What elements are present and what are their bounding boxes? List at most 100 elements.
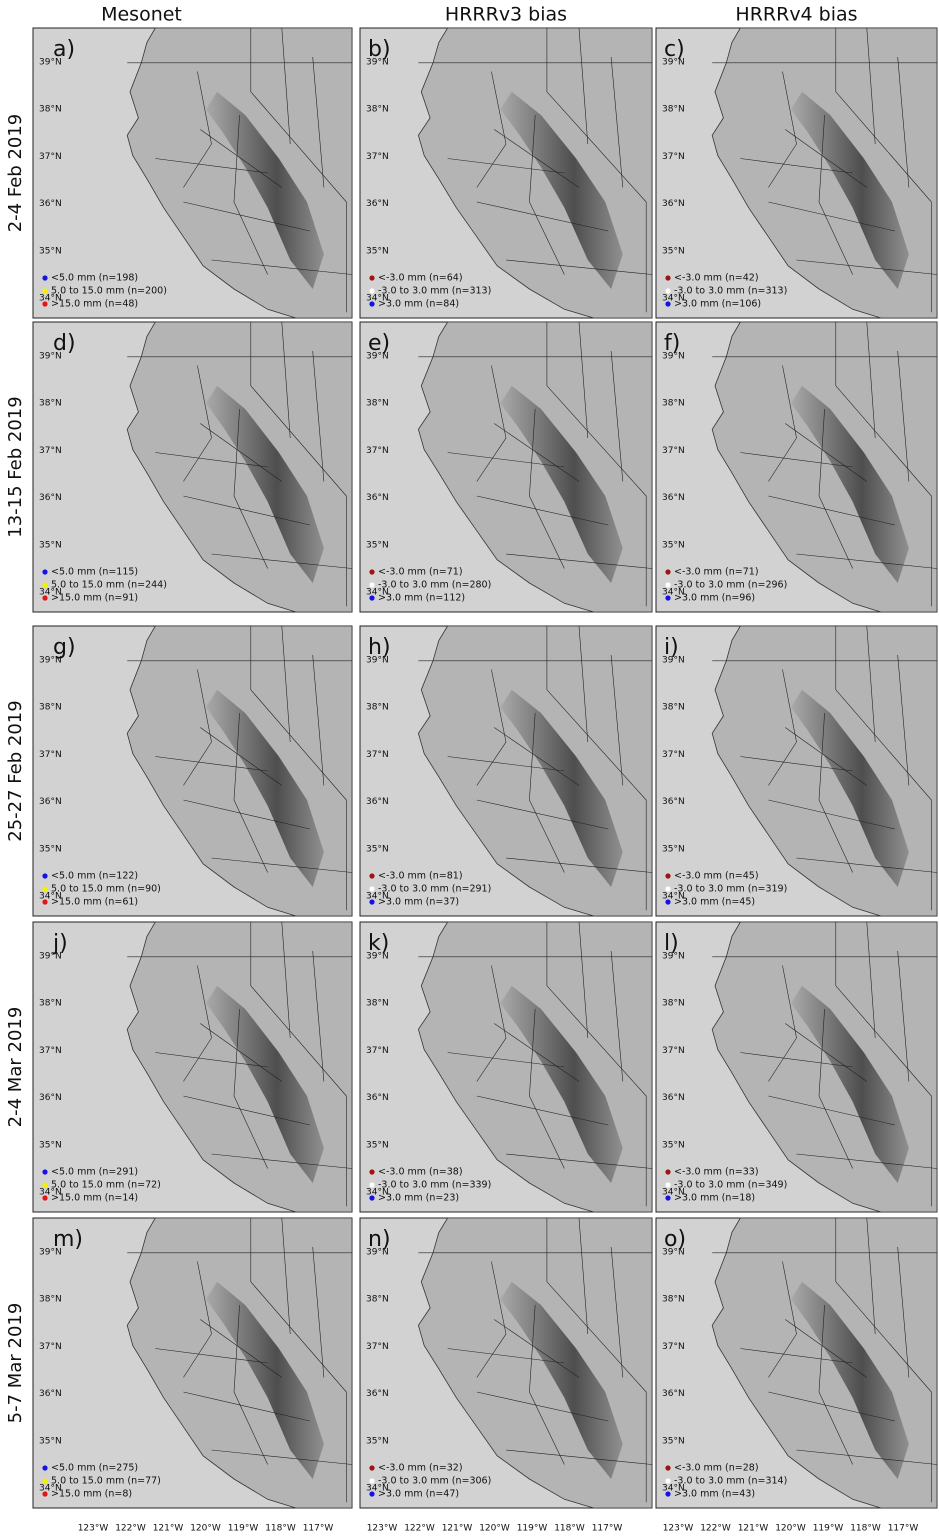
legend-marker [42, 275, 47, 280]
lat-tick-label: 36°N [662, 797, 685, 807]
legend-marker [369, 595, 374, 600]
column-title: HRRRv4 bias [735, 4, 857, 26]
panel-label: m) [53, 1227, 83, 1252]
legend-marker [42, 1195, 47, 1200]
legend-marker [665, 288, 670, 293]
lat-tick-label: 38°N [662, 703, 685, 713]
lat-tick-label: 36°N [366, 797, 389, 807]
lat-tick-label: 35°N [662, 1436, 685, 1446]
lon-tick-label: 122°W [700, 1524, 731, 1534]
legend-marker [665, 569, 670, 574]
legend-label: >3.0 mm (n=47) [378, 1489, 459, 1500]
legend-marker [42, 873, 47, 878]
lon-tick-label: 121°W [442, 1524, 473, 1534]
lat-tick-label: 38°N [662, 399, 685, 409]
legend-marker [42, 886, 47, 891]
legend-label: >15.0 mm (n=8) [51, 1489, 132, 1500]
legend-label: <-3.0 mm (n=28) [674, 1463, 759, 1474]
legend-label: -3.0 to 3.0 mm (n=291) [378, 884, 491, 895]
lon-tick-label: 121°W [153, 1524, 184, 1534]
legend-marker [665, 1182, 670, 1187]
map-panel: 39°N38°N37°N36°N35°N34°Nk)<-3.0 mm (n=38… [360, 922, 652, 1212]
legend-label: -3.0 to 3.0 mm (n=296) [674, 580, 787, 591]
legend-label: <-3.0 mm (n=71) [674, 567, 759, 578]
map-panel: 39°N38°N37°N36°N35°N34°Nh)<-3.0 mm (n=81… [360, 626, 652, 916]
lat-tick-label: 38°N [366, 1295, 389, 1305]
lat-tick-label: 35°N [39, 1140, 62, 1150]
legend-marker [665, 1465, 670, 1470]
lat-tick-label: 38°N [662, 1295, 685, 1305]
panel-label: g) [53, 635, 76, 660]
lon-tick-label: 117°W [888, 1524, 919, 1534]
map-panel: 39°N38°N37°N36°N35°N34°Nb)<-3.0 mm (n=64… [360, 28, 652, 318]
legend-label: <5.0 mm (n=198) [51, 273, 138, 284]
panel-label: o) [664, 1227, 686, 1252]
lat-tick-label: 36°N [662, 1093, 685, 1103]
map-panel: 39°N38°N37°N36°N35°N34°Ni)<-3.0 mm (n=45… [656, 626, 937, 916]
legend-marker [42, 1182, 47, 1187]
map-panel: 39°N38°N37°N36°N35°N34°Nc)<-3.0 mm (n=42… [656, 28, 937, 318]
lat-tick-label: 37°N [39, 750, 62, 760]
lon-tick-label: 123°W [367, 1524, 398, 1534]
legend-marker [369, 1465, 374, 1470]
panel-label: k) [368, 931, 389, 956]
row-title: 5-7 Mar 2019 [5, 1303, 26, 1424]
legend-marker [369, 899, 374, 904]
lat-tick-label: 36°N [39, 797, 62, 807]
lat-tick-label: 36°N [662, 493, 685, 503]
lat-tick-label: 37°N [39, 1046, 62, 1056]
legend-label: -3.0 to 3.0 mm (n=349) [674, 1180, 787, 1191]
lat-tick-label: 38°N [39, 999, 62, 1009]
legend-marker [369, 1169, 374, 1174]
row-title: 2-4 Feb 2019 [5, 114, 26, 233]
lon-tick-label: 123°W [78, 1524, 109, 1534]
panel-label: c) [664, 37, 685, 62]
map-panel: 39°N38°N37°N36°N35°N34°Ng)<5.0 mm (n=122… [33, 626, 352, 916]
lat-tick-label: 35°N [39, 246, 62, 256]
lat-tick-label: 35°N [39, 844, 62, 854]
panel-label: n) [368, 1227, 391, 1252]
legend-marker [42, 569, 47, 574]
legend-label: <-3.0 mm (n=81) [378, 871, 463, 882]
panel-label: d) [53, 331, 76, 356]
lat-tick-label: 38°N [366, 703, 389, 713]
legend-marker [42, 288, 47, 293]
lat-tick-label: 37°N [366, 152, 389, 162]
lat-tick-label: 35°N [366, 246, 389, 256]
lon-tick-label: 121°W [738, 1524, 769, 1534]
lat-tick-label: 36°N [39, 1093, 62, 1103]
legend-marker [665, 873, 670, 878]
legend-marker [369, 1491, 374, 1496]
legend-marker [42, 1478, 47, 1483]
panel-label: e) [368, 331, 390, 356]
lat-tick-label: 37°N [366, 1342, 389, 1352]
legend-marker [369, 1478, 374, 1483]
legend-label: >3.0 mm (n=45) [674, 897, 755, 908]
legend-marker [665, 1195, 670, 1200]
legend-label: <5.0 mm (n=291) [51, 1167, 138, 1178]
row-title: 25-27 Feb 2019 [5, 700, 26, 841]
lon-tick-label: 118°W [850, 1524, 881, 1534]
legend-marker [369, 1182, 374, 1187]
lat-tick-label: 35°N [366, 1140, 389, 1150]
legend-label: >15.0 mm (n=48) [51, 299, 138, 310]
legend-label: <5.0 mm (n=275) [51, 1463, 138, 1474]
legend-label: <-3.0 mm (n=71) [378, 567, 463, 578]
column-title: HRRRv3 bias [445, 4, 567, 26]
legend-marker [665, 275, 670, 280]
panel-label: j) [52, 931, 68, 956]
figure: MesonetHRRRv3 biasHRRRv4 bias2-4 Feb 201… [0, 0, 939, 1540]
map-panel: 39°N38°N37°N36°N35°N34°Nn)<-3.0 mm (n=32… [360, 1218, 652, 1508]
lat-tick-label: 37°N [662, 1342, 685, 1352]
lon-tick-label: 122°W [404, 1524, 435, 1534]
row-title: 13-15 Feb 2019 [5, 396, 26, 537]
lat-tick-label: 36°N [39, 493, 62, 503]
lat-tick-label: 37°N [662, 152, 685, 162]
legend-label: <-3.0 mm (n=45) [674, 871, 759, 882]
legend-marker [42, 1169, 47, 1174]
legend-label: <5.0 mm (n=115) [51, 567, 138, 578]
lat-tick-label: 36°N [662, 199, 685, 209]
legend-label: <-3.0 mm (n=33) [674, 1167, 759, 1178]
lat-tick-label: 37°N [662, 1046, 685, 1056]
legend-label: >15.0 mm (n=14) [51, 1193, 138, 1204]
